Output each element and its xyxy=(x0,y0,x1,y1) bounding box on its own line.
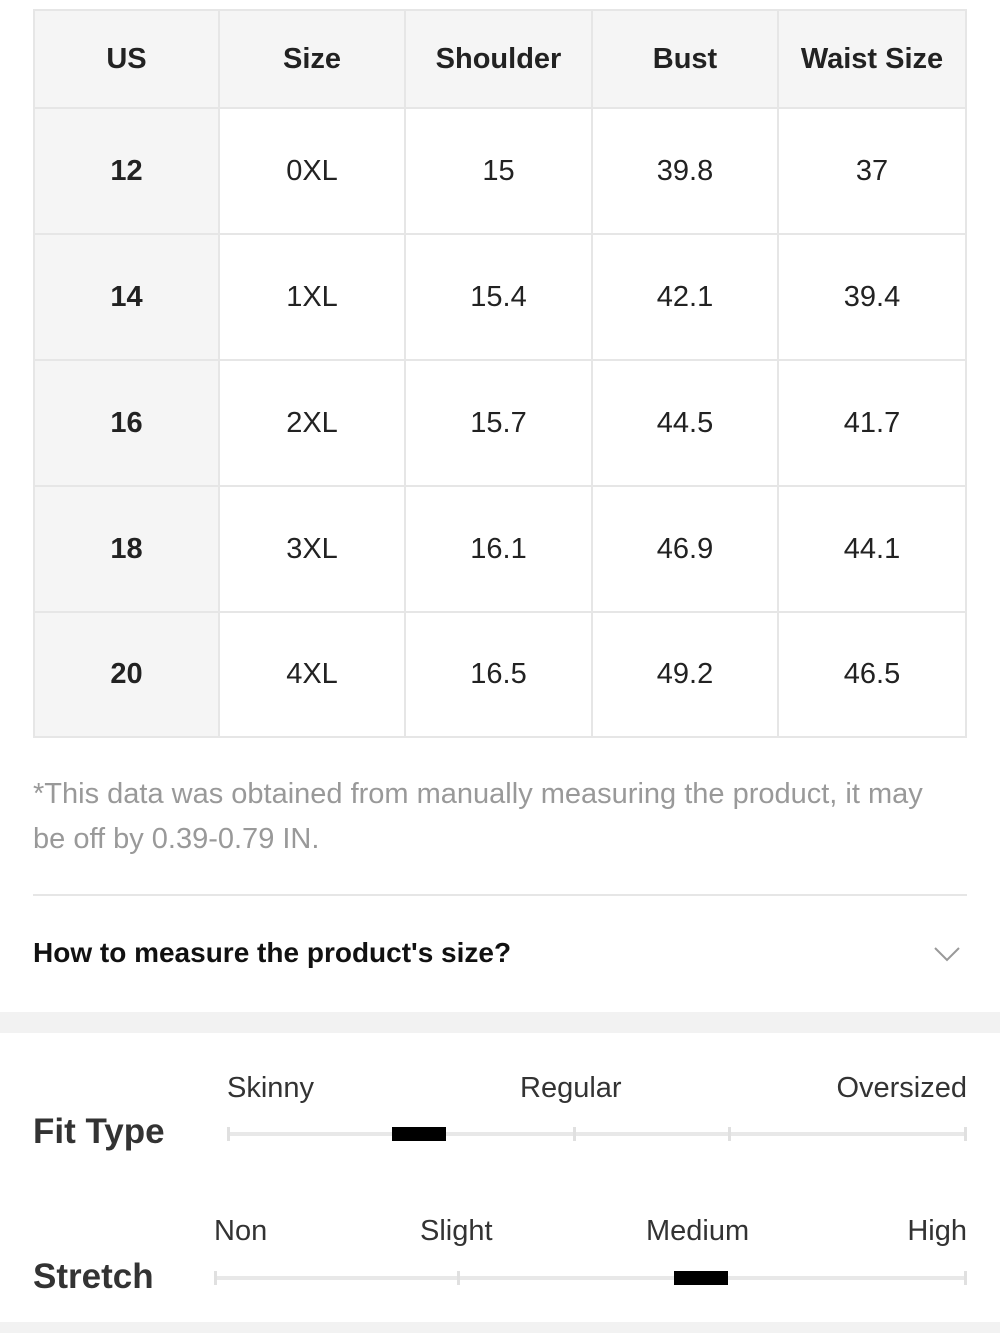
table-cell: 44.5 xyxy=(593,361,779,487)
stretch-tick xyxy=(457,1271,460,1285)
stretch-option: Slight xyxy=(420,1215,493,1247)
bottom-gap xyxy=(0,1322,1000,1333)
fit-option: Regular xyxy=(520,1072,622,1104)
fit-option: Oversized xyxy=(836,1072,967,1104)
table-cell: 12 xyxy=(35,109,220,235)
fit-type-label: Fit Type xyxy=(33,1112,165,1151)
table-cell: 46.5 xyxy=(779,613,967,738)
accordion-title[interactable]: How to measure the product's size? xyxy=(33,937,512,968)
table-cell: 1XL xyxy=(220,235,406,361)
section-gap xyxy=(0,1012,1000,1033)
table-cell: 37 xyxy=(779,109,967,235)
header-cell: Size xyxy=(220,11,406,109)
fit-marker xyxy=(392,1127,446,1141)
header-cell: US xyxy=(35,11,220,109)
note: *This data was obtained from manually me… xyxy=(33,778,923,855)
table-cell: 39.4 xyxy=(779,235,967,361)
table-cell: 20 xyxy=(35,613,220,738)
stretch-marker xyxy=(674,1271,728,1285)
table-cell: 42.1 xyxy=(593,235,779,361)
stretch-tick xyxy=(964,1271,967,1285)
fit-track xyxy=(228,1132,966,1136)
table-cell: 16.1 xyxy=(406,487,593,613)
stretch-label: Stretch xyxy=(33,1257,154,1296)
table-cell: 18 xyxy=(35,487,220,613)
stretch-option: Medium xyxy=(646,1215,750,1247)
table-cell: 16.5 xyxy=(406,613,593,738)
size-table: US Size Shoulder Bust Waist Size 12 0XL 15 39.8 3… xyxy=(33,9,967,738)
table-cell: 46.9 xyxy=(593,487,779,613)
table-cell: 49.2 xyxy=(593,613,779,738)
table-cell: 15 xyxy=(406,109,593,235)
table-cell: 39.8 xyxy=(593,109,779,235)
table-cell: 3XL xyxy=(220,487,406,613)
table-cell: 4XL xyxy=(220,613,406,738)
header-cell: Waist Size xyxy=(779,11,967,109)
chevron-icon[interactable] xyxy=(933,945,961,963)
fit-tick xyxy=(728,1127,731,1141)
table-cell: 0XL xyxy=(220,109,406,235)
table-cell: 44.1 xyxy=(779,487,967,613)
stretch-option: Non xyxy=(214,1215,268,1247)
table-cell: 41.7 xyxy=(779,361,967,487)
divider xyxy=(33,894,967,896)
stretch-track xyxy=(215,1276,966,1280)
table-cell: 15.7 xyxy=(406,361,593,487)
stretch-option: High xyxy=(907,1215,967,1247)
fit-tick xyxy=(964,1127,967,1141)
fit-option: Skinny xyxy=(227,1072,315,1104)
fit-tick xyxy=(227,1127,230,1141)
header-cell: Shoulder xyxy=(406,11,593,109)
table-cell: 16 xyxy=(35,361,220,487)
table-cell: 2XL xyxy=(220,361,406,487)
fit-tick xyxy=(573,1127,576,1141)
header-cell: Bust xyxy=(593,11,779,109)
table-cell: 14 xyxy=(35,235,220,361)
table-cell: 15.4 xyxy=(406,235,593,361)
stretch-tick xyxy=(214,1271,217,1285)
